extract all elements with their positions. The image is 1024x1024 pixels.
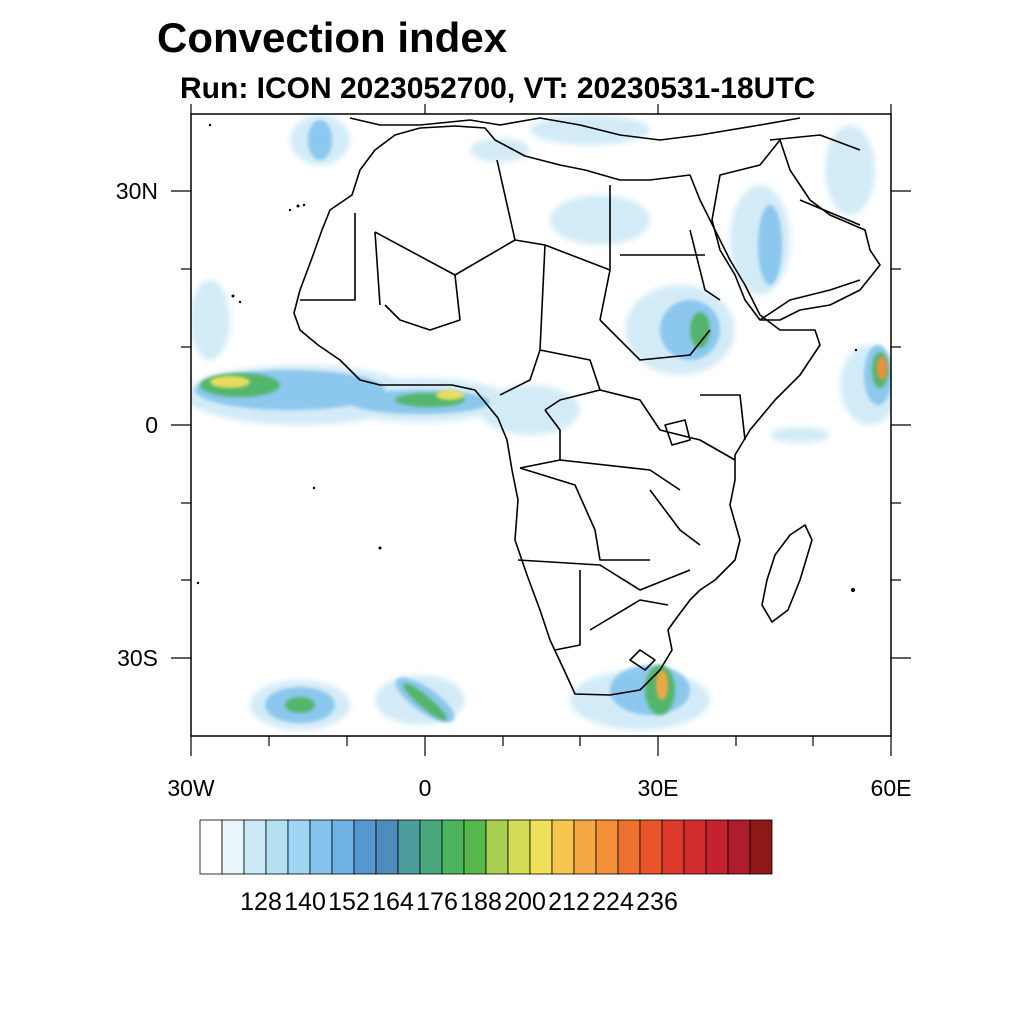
colorbar <box>199 819 773 875</box>
colorbar-box <box>265 819 289 875</box>
colorbar-box <box>375 819 399 875</box>
colorbar-box <box>441 819 465 875</box>
x-label-60e: 60E <box>870 775 912 801</box>
colorbar-label: 188 <box>460 888 502 916</box>
colorbar-label: 128 <box>240 888 282 916</box>
colorbar-box <box>309 819 333 875</box>
colorbar-label: 164 <box>372 888 414 916</box>
colorbar-label: 236 <box>636 888 678 916</box>
colorbar-box <box>419 819 443 875</box>
axis-ticks <box>171 104 911 756</box>
colorbar-label: 152 <box>328 888 370 916</box>
x-label-30e: 30E <box>637 775 679 801</box>
colorbar-box <box>485 819 509 875</box>
colorbar-box <box>749 819 773 875</box>
colorbar-label: 224 <box>592 888 634 916</box>
colorbar-label: 200 <box>504 888 546 916</box>
colorbar-box <box>617 819 641 875</box>
colorbar-box <box>595 819 619 875</box>
colorbar-box <box>551 819 575 875</box>
colorbar-box <box>727 819 751 875</box>
colorbar-box <box>397 819 421 875</box>
coastlines-borders <box>293 117 881 696</box>
colorbar-box <box>287 819 311 875</box>
colorbar-box <box>705 819 729 875</box>
colorbar-box <box>221 819 245 875</box>
y-label-30n: 30N <box>115 178 158 204</box>
colorbar-box <box>331 819 355 875</box>
convection-field <box>191 115 891 730</box>
y-label-30s: 30S <box>117 645 158 671</box>
colorbar-label: 212 <box>548 888 590 916</box>
colorbar-box <box>573 819 597 875</box>
colorbar-box <box>507 819 531 875</box>
colorbar-label: 176 <box>416 888 458 916</box>
colorbar-label: 140 <box>284 888 326 916</box>
colorbar-box <box>661 819 685 875</box>
colorbar-box <box>243 819 267 875</box>
colorbar-box <box>529 819 553 875</box>
colorbar-box <box>353 819 377 875</box>
map-subtitle: Run: ICON 2023052700, VT: 20230531-18UTC <box>180 72 816 105</box>
colorbar-box <box>199 819 223 875</box>
x-label-0: 0 <box>418 775 432 801</box>
colorbar-box <box>639 819 663 875</box>
y-label-0: 0 <box>145 412 158 438</box>
map-title: Convection index <box>157 14 508 61</box>
colorbar-box <box>463 819 487 875</box>
x-label-30w: 30W <box>167 775 215 801</box>
islands <box>196 123 858 592</box>
colorbar-box <box>683 819 707 875</box>
